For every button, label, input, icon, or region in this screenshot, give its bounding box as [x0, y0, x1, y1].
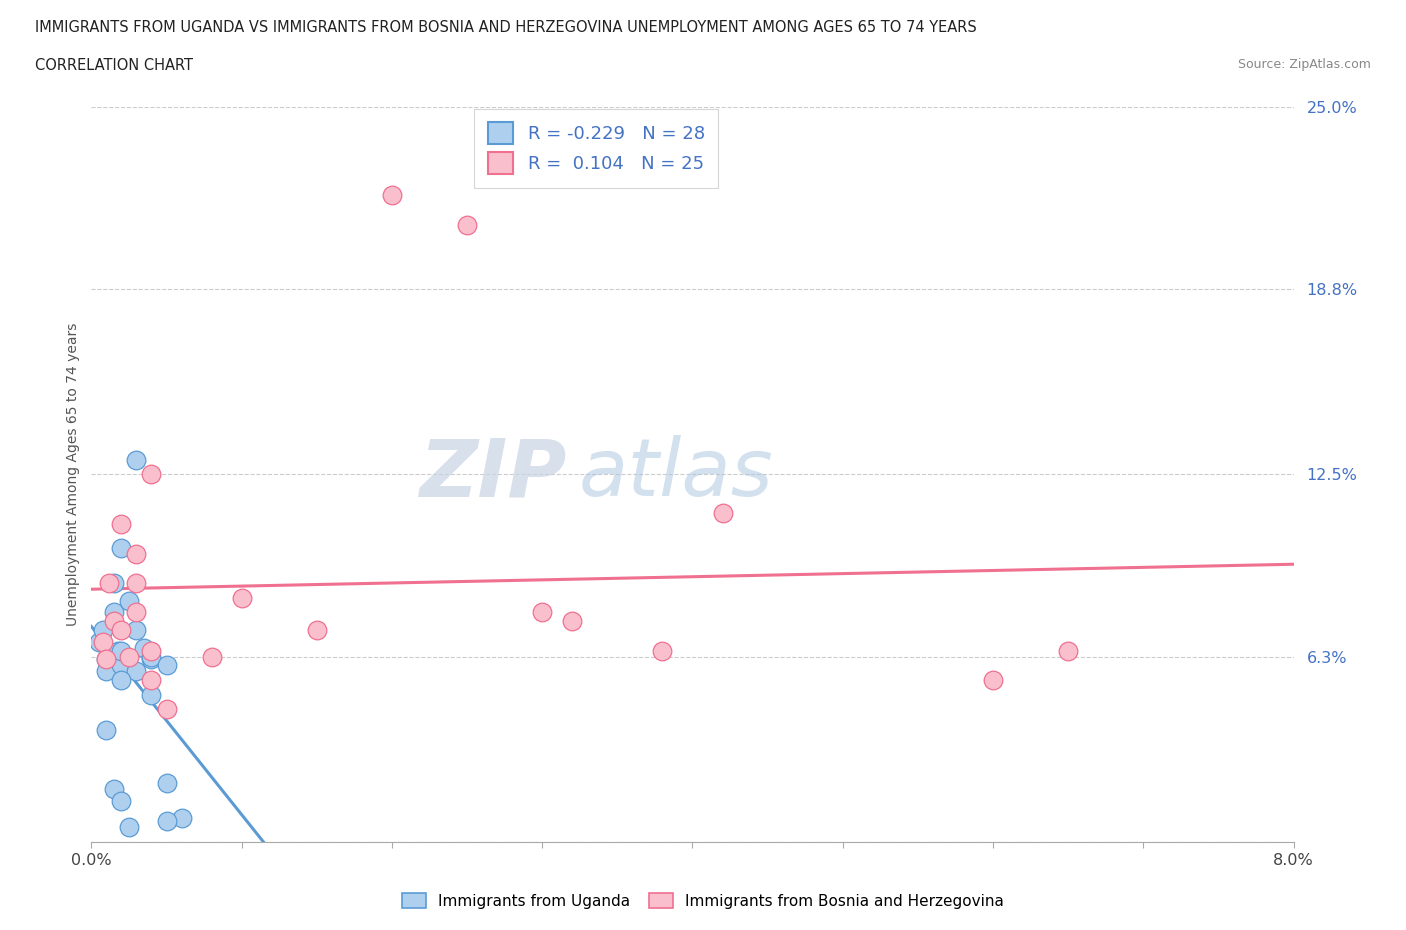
Point — [87, 634, 110, 649]
Point — [141, 649, 163, 664]
Point — [96, 723, 118, 737]
Point — [110, 540, 132, 555]
Point — [141, 687, 163, 702]
Point — [981, 672, 1004, 687]
Point — [651, 644, 673, 658]
Text: atlas: atlas — [578, 435, 773, 513]
Point — [103, 605, 125, 620]
Point — [155, 814, 177, 829]
Point — [170, 811, 193, 826]
Point — [125, 452, 148, 467]
Point — [711, 505, 734, 520]
Point — [125, 664, 148, 679]
Point — [98, 576, 121, 591]
Point — [125, 622, 148, 637]
Point — [103, 576, 125, 591]
Point — [125, 605, 148, 620]
Point — [305, 622, 328, 637]
Point — [201, 649, 224, 664]
Text: Source: ZipAtlas.com: Source: ZipAtlas.com — [1237, 58, 1371, 71]
Point — [110, 644, 132, 658]
Point — [110, 672, 132, 687]
Point — [125, 546, 148, 561]
Point — [132, 640, 155, 655]
Point — [381, 188, 404, 203]
Point — [110, 517, 132, 532]
Point — [141, 467, 163, 482]
Point — [96, 652, 118, 667]
Point — [93, 622, 115, 637]
Point — [456, 217, 478, 232]
Point — [141, 652, 163, 667]
Point — [141, 672, 163, 687]
Y-axis label: Unemployment Among Ages 65 to 74 years: Unemployment Among Ages 65 to 74 years — [66, 323, 80, 626]
Point — [118, 819, 141, 834]
Text: ZIP: ZIP — [419, 435, 567, 513]
Text: IMMIGRANTS FROM UGANDA VS IMMIGRANTS FROM BOSNIA AND HERZEGOVINA UNEMPLOYMENT AM: IMMIGRANTS FROM UGANDA VS IMMIGRANTS FRO… — [35, 20, 977, 35]
Point — [231, 591, 253, 605]
Point — [103, 781, 125, 796]
Point — [118, 593, 141, 608]
Point — [103, 614, 125, 629]
Point — [93, 634, 115, 649]
Point — [1057, 644, 1080, 658]
Point — [141, 644, 163, 658]
Point — [155, 702, 177, 717]
Legend: R = -0.229   N = 28, R =  0.104   N = 25: R = -0.229 N = 28, R = 0.104 N = 25 — [474, 109, 718, 188]
Point — [118, 649, 141, 664]
Point — [561, 614, 583, 629]
Point — [110, 793, 132, 808]
Point — [125, 576, 148, 591]
Point — [98, 649, 121, 664]
Point — [531, 605, 554, 620]
Point — [110, 622, 132, 637]
Point — [107, 644, 129, 658]
Text: CORRELATION CHART: CORRELATION CHART — [35, 58, 193, 73]
Legend: Immigrants from Uganda, Immigrants from Bosnia and Herzegovina: Immigrants from Uganda, Immigrants from … — [395, 886, 1011, 915]
Point — [96, 652, 118, 667]
Point — [96, 664, 118, 679]
Point — [155, 776, 177, 790]
Point — [110, 658, 132, 672]
Point — [155, 658, 177, 672]
